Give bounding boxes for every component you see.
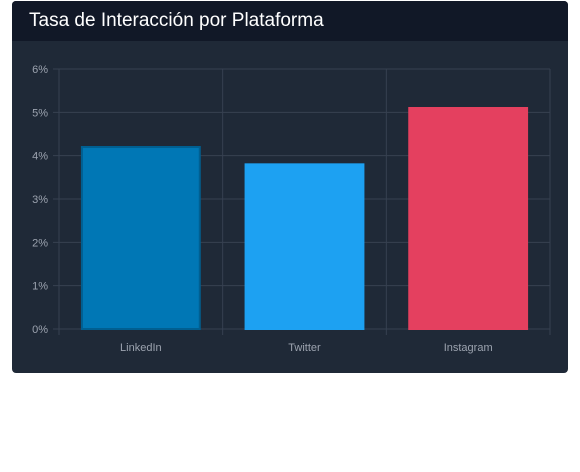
x-tick-label: Twitter [288,342,321,354]
bar-chart: 0% 1% 2% 3% 4% 5% 6% LinkedIn Twitter Instagram [32,64,551,354]
y-tick-label: 4% [32,151,48,163]
y-tick-label: 5% [32,107,48,119]
y-tick-label: 0% [32,324,48,336]
chart-title: Tasa de Interacción por Plataforma [29,10,324,31]
y-tick-label: 3% [32,194,48,206]
bar-twitter[interactable] [244,163,365,331]
y-axis: 0% 1% 2% 3% 4% 5% 6% [32,64,48,336]
x-axis: LinkedIn Twitter Instagram [120,342,493,354]
bar-instagram[interactable] [408,107,529,330]
x-tick-label: LinkedIn [120,342,162,354]
card-header: Tasa de Interacción por Plataforma [12,1,568,41]
y-tick-label: 1% [32,281,48,293]
y-tick-label: 2% [32,237,48,249]
chart-card: Tasa de Interacción por Plataforma 0% 1% 2… [12,1,568,373]
x-tick-label: Instagram [444,342,493,354]
bars [80,107,529,331]
y-tick-label: 6% [32,64,48,76]
bar-linkedin[interactable] [80,146,201,330]
